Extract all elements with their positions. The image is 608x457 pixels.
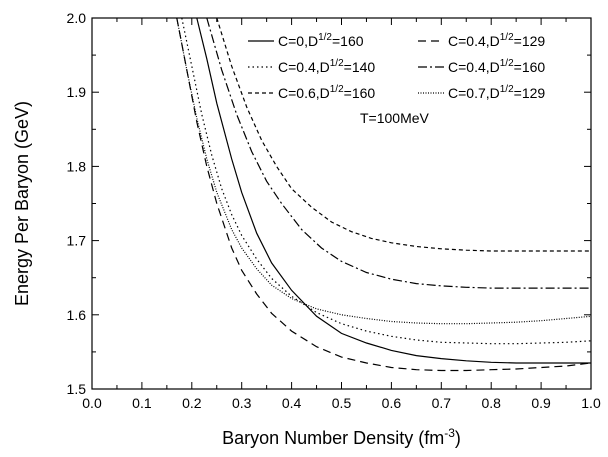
x-tick-label: 1.0 xyxy=(581,395,601,411)
x-tick-label: 0.1 xyxy=(132,395,152,411)
legend: C=0,D1/2=160 C=0.4,D1/2=129 C=0.4,D1/2=140… xyxy=(248,32,545,101)
x-tick-label: 0.4 xyxy=(282,395,302,411)
y-tick-label: 1.9 xyxy=(67,84,87,100)
x-tick-label: 0.2 xyxy=(182,395,202,411)
y-tick-label: 1.7 xyxy=(67,233,87,249)
series-lines xyxy=(176,17,592,372)
plot-frame xyxy=(91,17,592,390)
legend-label-1: C=0,D1/2=160 xyxy=(278,32,364,49)
legend-label-4: C=0.4,D1/2=160 xyxy=(448,58,545,75)
y-tick-label: 1.8 xyxy=(67,158,87,174)
legend-label-6: C=0.7,D1/2=129 xyxy=(448,84,545,101)
series-line-4 xyxy=(206,17,591,289)
series-line-2 xyxy=(176,17,592,372)
y-tick-label: 1.5 xyxy=(67,381,87,397)
legend-label-3: C=0.4,D1/2=140 xyxy=(278,58,375,75)
y-axis-title: Energy Per Baryon (GeV) xyxy=(12,101,32,306)
temperature-annotation: T=100MeV xyxy=(360,110,430,126)
legend-label-2: C=0.4,D1/2=129 xyxy=(448,32,545,49)
x-tick-label: 0.3 xyxy=(232,395,252,411)
legend-label-5: C=0.6,D1/2=160 xyxy=(278,84,375,101)
x-tick-labels: 0.0 0.1 0.2 0.3 0.4 0.5 0.6 0.7 0.8 0.9 1.0 xyxy=(82,395,601,411)
x-tick-label: 0.9 xyxy=(531,395,551,411)
x-tick-label: 0.5 xyxy=(332,395,352,411)
y-tick-labels: 1.5 1.6 1.7 1.8 1.9 2.0 xyxy=(67,10,87,397)
y-tick-label: 2.0 xyxy=(67,10,87,26)
series-line-5 xyxy=(216,17,591,252)
series-line-3 xyxy=(181,17,592,345)
x-axis-title: Baryon Number Density (fm-3) xyxy=(222,426,461,448)
series-line-1 xyxy=(196,17,591,364)
y-tick-label: 1.6 xyxy=(67,307,87,323)
x-tick-label: 0.8 xyxy=(481,395,501,411)
x-tick-label: 0.7 xyxy=(432,395,452,411)
x-tick-label: 0.0 xyxy=(82,395,102,411)
x-tick-label: 0.6 xyxy=(382,395,402,411)
